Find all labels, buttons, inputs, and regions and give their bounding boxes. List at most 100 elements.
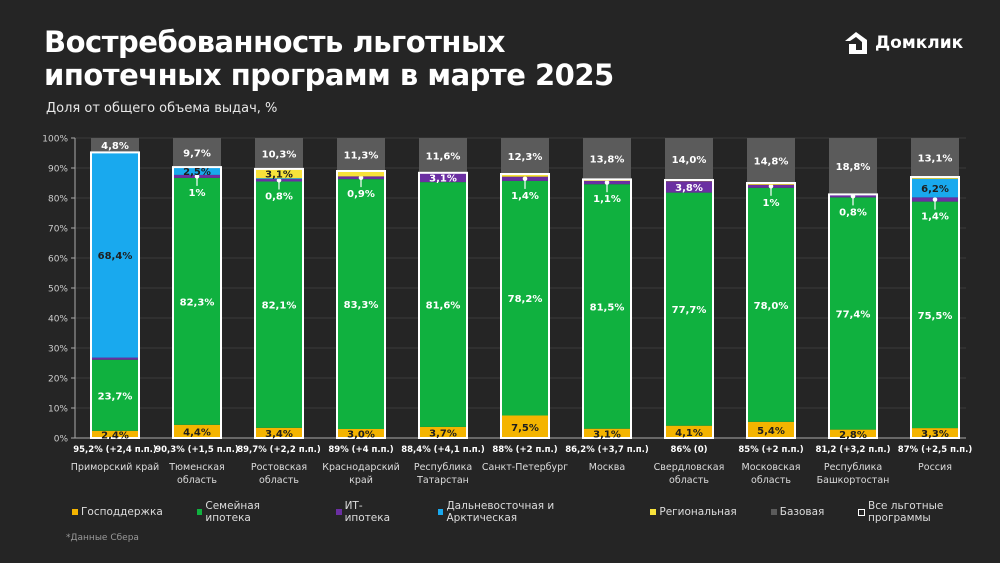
data-label-family: 81,6% — [426, 301, 461, 312]
data-label-it: 0,8% — [265, 192, 293, 203]
bar-segment-family — [583, 184, 631, 429]
bar-segment-regional — [501, 174, 549, 177]
total-privileged-outline — [418, 171, 468, 440]
y-tick-label: 80% — [48, 195, 68, 205]
category-label: Ростовская — [251, 462, 307, 473]
total-privileged-outline — [500, 173, 550, 439]
bar-group — [418, 138, 468, 440]
bar-group — [90, 138, 140, 439]
bar-segment-base — [255, 138, 303, 169]
legend-swatch — [437, 509, 444, 515]
data-label-family: 78,2% — [508, 294, 543, 305]
total-label: 86,2% (+3,7 п.п.) — [565, 445, 649, 455]
legend-swatch — [196, 509, 203, 515]
data-label-fareast: 2,5% — [183, 167, 211, 178]
data-label-it: 0,8% — [839, 207, 867, 218]
data-label-gov: 5,4% — [757, 426, 785, 437]
bar-segment-it — [665, 181, 713, 193]
data-label-gov: 2,8% — [839, 430, 867, 441]
bar-segment-gov — [911, 428, 959, 438]
data-label-family: 82,3% — [180, 297, 215, 308]
category-label: область — [177, 475, 217, 486]
label-pin-head — [932, 197, 938, 202]
bar-segment-gov — [91, 430, 139, 438]
bar-segment-fareast — [255, 178, 303, 180]
legend-label: Региональная — [659, 506, 737, 518]
bar-segment-gov — [829, 429, 877, 438]
legend-swatch — [858, 508, 866, 516]
data-label-gov: 3,0% — [347, 430, 375, 441]
category-label: Московская — [742, 462, 801, 473]
total-label: 90,3% (+1,5 п.п.) — [155, 445, 239, 455]
title-line-2: ипотечных программ в марте 2025 — [44, 58, 614, 92]
bar-segment-family — [911, 201, 959, 429]
bar-segment-fareast — [911, 178, 959, 198]
legend-label: Базовая — [779, 506, 825, 518]
data-label-it: 0,9% — [347, 189, 375, 200]
bar-segment-gov — [255, 427, 303, 438]
total-label: 88% (+2 п.п.) — [492, 445, 557, 455]
legend-swatch — [72, 509, 78, 515]
label-pin-head — [604, 180, 610, 185]
data-label-family: 78,0% — [754, 301, 789, 312]
bar-segment-family — [91, 359, 139, 431]
bar-segment-gov — [337, 429, 385, 438]
bar-group — [664, 138, 714, 439]
data-label-it: 3,1% — [429, 173, 457, 184]
total-privileged-outline — [172, 166, 222, 439]
y-tick-label: 50% — [48, 285, 68, 295]
data-label-family: 77,4% — [836, 310, 871, 321]
bar-segment-it — [419, 172, 467, 183]
data-label-gov: 4,4% — [183, 427, 211, 438]
data-label-it: 1,4% — [511, 191, 539, 202]
house-logo-icon — [845, 32, 867, 54]
data-label-family: 82,1% — [262, 301, 297, 312]
category-label: область — [669, 475, 709, 486]
y-tick-label: 20% — [48, 375, 68, 385]
category-label: Татарстан — [416, 475, 469, 486]
total-privileged-outline — [90, 151, 140, 439]
total-privileged-outline — [664, 179, 714, 439]
bar-segment-gov — [583, 428, 631, 438]
legend-item-family: Семейная ипотека — [196, 500, 302, 524]
data-label-family: 77,7% — [672, 305, 707, 316]
bar-group — [828, 138, 878, 439]
bar-group — [582, 138, 632, 439]
y-tick-label: 30% — [48, 345, 68, 355]
legend-item-fareast: Дальневосточная и Арктическая — [437, 500, 617, 524]
legend-label: Все льготные программы — [868, 500, 944, 524]
data-label-base: 10,3% — [262, 149, 297, 160]
bar-group — [336, 138, 386, 439]
stacked-bar-chart: 0% 10% 20% 30% 40% 50% 60% 70% 80% 90% 100% 2,4% 23,… — [42, 135, 973, 487]
total-label: 87% (+2,5 п.п.) — [898, 445, 973, 455]
total-label: 81,2 (+3,2 п.п.) — [815, 445, 890, 455]
data-label-family: 81,5% — [590, 302, 625, 313]
total-label: 85% (+2 п.п.) — [738, 445, 803, 455]
data-label-family: 23,7% — [98, 391, 133, 402]
label-pin-head — [768, 184, 774, 189]
bar-segment-fareast — [173, 167, 221, 175]
data-label-base: 4,8% — [101, 141, 129, 152]
y-tick-label: 10% — [48, 405, 68, 415]
y-tick-label: 90% — [48, 165, 68, 175]
category-label: Башкортостан — [817, 475, 890, 486]
bar-segment-gov — [501, 415, 549, 438]
data-label-base: 11,6% — [426, 151, 461, 162]
data-label-fareast: 6,2% — [921, 184, 949, 195]
data-label-base: 18,8% — [836, 162, 871, 173]
title-line-1: Востребованность льготных — [44, 25, 505, 59]
category-label: Санкт-Петербург — [482, 462, 568, 473]
page-title: Востребованность льготных ипотечных прог… — [44, 26, 614, 92]
data-label-it: 1,4% — [921, 212, 949, 223]
bar-segment-family — [337, 179, 385, 429]
total-privileged-outline — [910, 176, 960, 439]
category-label: Приморский край — [71, 462, 159, 473]
bar-segment-base — [501, 138, 549, 174]
data-label-family: 83,3% — [344, 300, 379, 311]
label-pin-head — [358, 175, 364, 181]
legend-item-regional: Региональная — [650, 500, 737, 524]
data-label-gov: 7,5% — [511, 423, 539, 434]
category-label: Республика — [824, 462, 882, 473]
data-label-regional: 3,1% — [265, 170, 293, 181]
bar-segment-base — [91, 138, 139, 153]
